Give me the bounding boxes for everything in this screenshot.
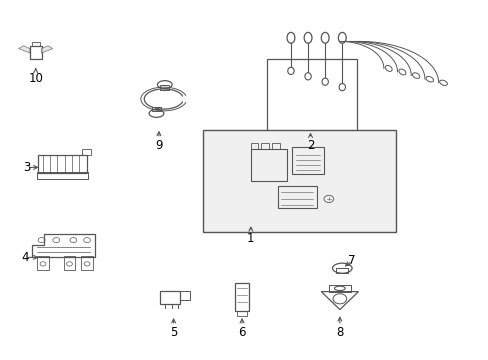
Bar — [328, 285, 350, 292]
Bar — [63, 256, 75, 270]
Text: 5: 5 — [169, 326, 177, 339]
Text: 4: 4 — [21, 251, 29, 264]
Bar — [272, 144, 280, 149]
Text: 1: 1 — [246, 232, 254, 245]
Bar — [160, 85, 169, 90]
Bar — [237, 311, 246, 316]
Bar — [292, 147, 324, 174]
Text: 2: 2 — [306, 139, 314, 152]
Text: 6: 6 — [238, 326, 245, 339]
Bar — [30, 46, 41, 59]
Bar — [203, 130, 395, 232]
Bar — [38, 155, 86, 173]
Text: 3: 3 — [23, 161, 31, 174]
Bar — [336, 268, 347, 273]
Bar — [32, 42, 40, 46]
Text: 10: 10 — [28, 72, 43, 85]
Bar — [81, 256, 93, 270]
Text: 8: 8 — [335, 326, 343, 339]
Bar — [277, 186, 316, 208]
Bar — [152, 107, 161, 111]
Text: 9: 9 — [155, 139, 163, 152]
Bar — [250, 149, 287, 181]
Bar — [235, 283, 248, 311]
Bar — [266, 59, 356, 139]
Polygon shape — [41, 46, 53, 53]
Polygon shape — [19, 46, 30, 53]
Bar — [160, 291, 180, 304]
Bar — [37, 172, 88, 179]
Bar — [37, 256, 49, 270]
Bar — [180, 291, 190, 300]
Bar — [261, 144, 269, 149]
Bar — [250, 144, 258, 149]
Text: 7: 7 — [347, 255, 355, 267]
Bar — [81, 149, 91, 155]
